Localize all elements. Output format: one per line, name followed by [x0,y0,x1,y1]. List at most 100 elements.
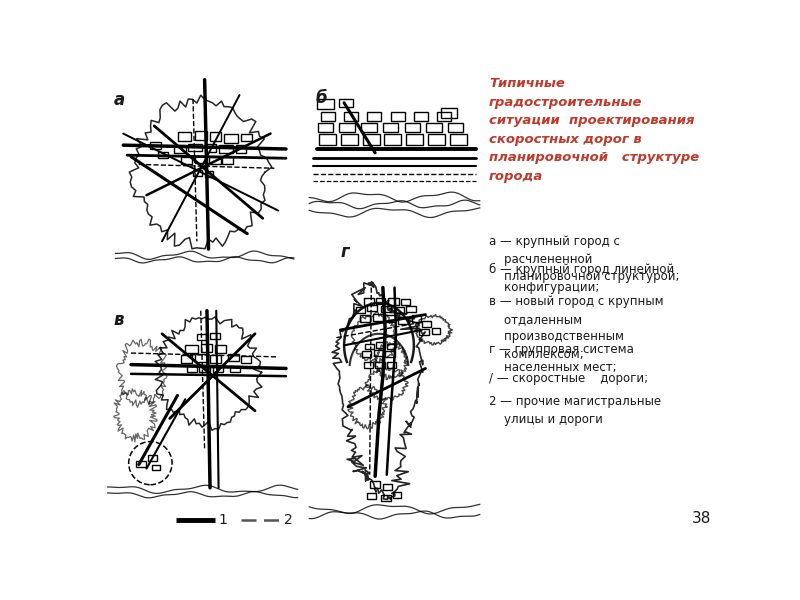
Bar [374,350,384,356]
Bar [182,355,192,363]
Bar [224,134,238,143]
Bar [150,142,162,149]
Bar [152,464,160,470]
Bar [422,322,431,327]
Bar [373,314,383,321]
Text: 2 — прочие магистральные
    улицы и дороги: 2 — прочие магистральные улицы и дороги [489,395,661,426]
Bar [317,99,334,109]
Text: а: а [114,91,125,109]
Bar [426,123,442,132]
Text: 38: 38 [691,511,710,526]
Bar [241,356,251,363]
Bar [319,134,336,145]
Bar [411,316,421,322]
Bar [386,362,396,368]
Text: 2: 2 [284,513,293,527]
Bar [338,99,353,107]
Bar [205,145,216,152]
Bar [386,351,394,357]
Bar [341,134,358,145]
Bar [158,152,168,158]
Bar [441,108,457,118]
Bar [383,123,398,132]
Bar [210,132,221,141]
Bar [419,329,429,335]
Bar [219,145,233,153]
Text: Типичные
градостроительные
ситуации  проектирования
скоростных дорог в
планирово: Типичные градостроительные ситуации прое… [489,77,699,183]
Text: б — крупный город линейной
    конфигурации;: б — крупный город линейной конфигурации; [489,263,674,293]
Bar [381,306,391,312]
Bar [394,307,404,313]
Bar [194,131,207,140]
Bar [367,493,376,499]
Bar [386,344,395,349]
Bar [406,134,423,145]
Bar [362,134,380,145]
Bar [361,123,377,132]
Text: г — групповая система
    населенных мест;: г — групповая система населенных мест; [489,343,634,374]
Bar [214,344,226,353]
Bar [363,298,374,305]
Bar [174,145,186,153]
Text: в — новый город с крупным
    отдаленным
    производственным
    комплексом;: в — новый город с крупным отдаленным про… [489,295,664,361]
Bar [362,351,371,357]
Bar [386,316,396,322]
Bar [182,157,192,164]
Bar [194,156,206,163]
Text: / — скоростные    дороги;: / — скоростные дороги; [489,372,648,385]
Bar [339,123,355,132]
Bar [209,157,221,164]
Bar [188,143,202,151]
Bar [432,328,440,334]
Text: в: в [114,311,125,329]
Bar [365,344,374,349]
Bar [367,112,382,121]
Bar [199,365,210,371]
Bar [406,306,416,312]
Bar [318,123,334,132]
Bar [370,481,380,488]
Bar [205,172,213,178]
Bar [344,112,358,121]
Bar [148,455,157,461]
Bar [187,365,197,372]
Bar [241,134,252,141]
Bar [376,298,386,304]
Bar [178,132,191,141]
Bar [195,354,208,362]
Bar [383,484,392,490]
Bar [375,362,386,368]
Bar [356,307,365,313]
Bar [450,134,466,145]
Bar [236,145,246,153]
Bar [381,495,390,501]
Bar [398,317,409,324]
Bar [393,491,401,498]
Bar [448,123,463,132]
Bar [197,334,206,340]
Bar [390,112,405,121]
Bar [385,134,402,145]
Bar [428,134,445,145]
Text: б: б [315,89,327,107]
Text: а — крупный город с
    расчлененной
    планировочной структурой;: а — крупный город с расчлененной планиро… [489,235,679,283]
Bar [321,112,335,121]
Bar [193,170,202,176]
Bar [213,365,223,372]
Bar [137,461,146,467]
Bar [186,344,198,353]
Bar [414,112,428,121]
Bar [367,305,378,311]
Bar [210,355,221,363]
Bar [210,333,220,339]
Bar [388,298,399,305]
Bar [401,299,410,305]
Bar [360,316,370,322]
Bar [230,366,240,372]
Bar [437,112,451,121]
Bar [376,342,386,347]
Bar [201,344,211,352]
Text: 1: 1 [218,513,227,527]
Text: г: г [340,243,349,261]
Bar [363,362,373,368]
